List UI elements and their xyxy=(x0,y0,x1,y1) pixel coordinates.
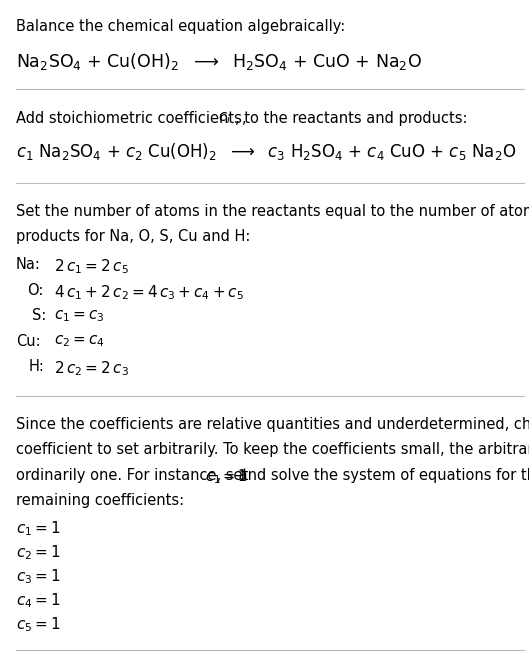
Text: Set the number of atoms in the reactants equal to the number of atoms in the: Set the number of atoms in the reactants… xyxy=(16,204,529,219)
Text: coefficient to set arbitrarily. To keep the coefficients small, the arbitrary va: coefficient to set arbitrarily. To keep … xyxy=(16,442,529,457)
Text: $c_2 = 1$: $c_2 = 1$ xyxy=(16,544,60,562)
Text: $2\,c_1 = 2\,c_5$: $2\,c_1 = 2\,c_5$ xyxy=(54,257,129,276)
Text: products for Na, O, S, Cu and H:: products for Na, O, S, Cu and H: xyxy=(16,229,250,244)
Text: $c_4 = 1$: $c_4 = 1$ xyxy=(16,592,60,610)
Text: Cu:: Cu: xyxy=(16,334,41,348)
Text: $c_1 = c_3$: $c_1 = c_3$ xyxy=(54,308,105,324)
Text: $4\,c_1 + 2\,c_2 = 4\,c_3 + c_4 + c_5$: $4\,c_1 + 2\,c_2 = 4\,c_3 + c_4 + c_5$ xyxy=(54,283,244,301)
Text: $c_i$: $c_i$ xyxy=(218,111,231,127)
Text: remaining coefficients:: remaining coefficients: xyxy=(16,493,184,508)
Text: $c_1$ Na$_2$SO$_4$ + $c_2$ Cu(OH)$_2$  $\longrightarrow$  $c_3$ H$_2$SO$_4$ + $c: $c_1$ Na$_2$SO$_4$ + $c_2$ Cu(OH)$_2$ $\… xyxy=(16,141,516,162)
Text: $2\,c_2 = 2\,c_3$: $2\,c_2 = 2\,c_3$ xyxy=(54,359,129,378)
Text: H:: H: xyxy=(29,359,45,374)
Text: Na$_2$SO$_4$ + Cu(OH)$_2$  $\longrightarrow$  H$_2$SO$_4$ + CuO + Na$_2$O: Na$_2$SO$_4$ + Cu(OH)$_2$ $\longrightarr… xyxy=(16,51,422,71)
Text: $c_2 = c_4$: $c_2 = c_4$ xyxy=(54,334,105,350)
Text: ordinarily one. For instance, set: ordinarily one. For instance, set xyxy=(16,468,253,482)
Text: $c_1 = 1$: $c_1 = 1$ xyxy=(205,468,248,486)
Text: S:: S: xyxy=(32,308,46,323)
Text: Balance the chemical equation algebraically:: Balance the chemical equation algebraica… xyxy=(16,19,345,33)
Text: , to the reactants and products:: , to the reactants and products: xyxy=(235,111,468,125)
Text: Na:: Na: xyxy=(16,257,41,272)
Text: O:: O: xyxy=(28,283,44,297)
Text: $c_3 = 1$: $c_3 = 1$ xyxy=(16,568,60,586)
Text: $c_5 = 1$: $c_5 = 1$ xyxy=(16,616,60,634)
Text: Since the coefficients are relative quantities and underdetermined, choose a: Since the coefficients are relative quan… xyxy=(16,417,529,432)
Text: Add stoichiometric coefficients,: Add stoichiometric coefficients, xyxy=(16,111,251,125)
Text: $c_1 = 1$: $c_1 = 1$ xyxy=(16,520,60,538)
Text: and solve the system of equations for the: and solve the system of equations for th… xyxy=(234,468,529,482)
